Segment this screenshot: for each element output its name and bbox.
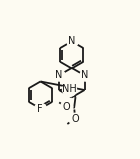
Text: F: F [37,104,43,114]
Text: NH: NH [62,84,76,94]
Text: O: O [71,114,79,124]
Text: O: O [62,102,70,112]
Text: N: N [81,70,88,80]
Text: N: N [55,70,63,80]
Text: N: N [68,36,75,46]
